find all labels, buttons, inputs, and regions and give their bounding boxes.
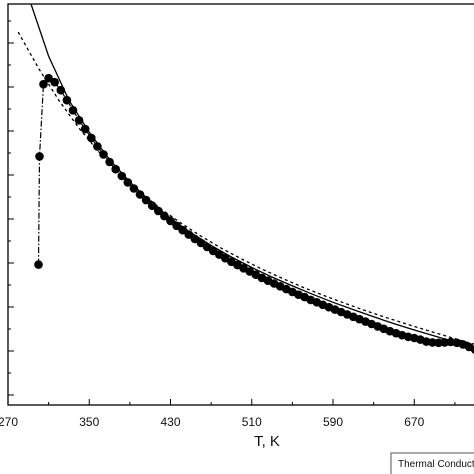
data-point	[166, 216, 175, 226]
data-point	[123, 178, 133, 187]
data-point	[147, 201, 157, 210]
data-point	[80, 124, 90, 134]
data-point	[428, 338, 437, 347]
data-point	[434, 338, 443, 348]
data-point	[129, 184, 139, 193]
data-point	[135, 190, 145, 199]
series-layer	[17, 4, 474, 354]
data-point	[50, 77, 59, 87]
x-tick-label: 510	[242, 415, 262, 429]
data-point	[68, 106, 78, 115]
x-axis-title: T, K	[254, 433, 280, 450]
x-tick-label: 430	[160, 415, 180, 429]
x-tick-label: 670	[404, 415, 424, 429]
legend-box	[390, 452, 474, 474]
series-line-1	[30, 4, 474, 349]
data-point	[93, 142, 102, 151]
plot-area	[7, 3, 474, 406]
data-point	[34, 260, 43, 269]
legend-entry-thermal-conductivity: Thermal Conducti	[398, 459, 474, 470]
x-axis: 270350430510590670750	[0, 399, 456, 429]
series-group	[17, 4, 474, 354]
series-line-2	[17, 31, 474, 345]
data-point	[160, 211, 169, 221]
x-tick-label: 590	[323, 415, 343, 429]
legend: Thermal Conducti	[390, 452, 474, 474]
y-axis	[8, 20, 14, 396]
x-tick-label: 350	[79, 415, 99, 429]
plot-frame	[7, 3, 474, 406]
data-point	[39, 79, 48, 89]
data-point	[74, 116, 84, 125]
data-point	[87, 133, 96, 143]
data-point	[35, 152, 44, 161]
data-point	[99, 150, 108, 159]
data-point	[62, 95, 72, 105]
x-tick-label: 270	[0, 415, 18, 429]
